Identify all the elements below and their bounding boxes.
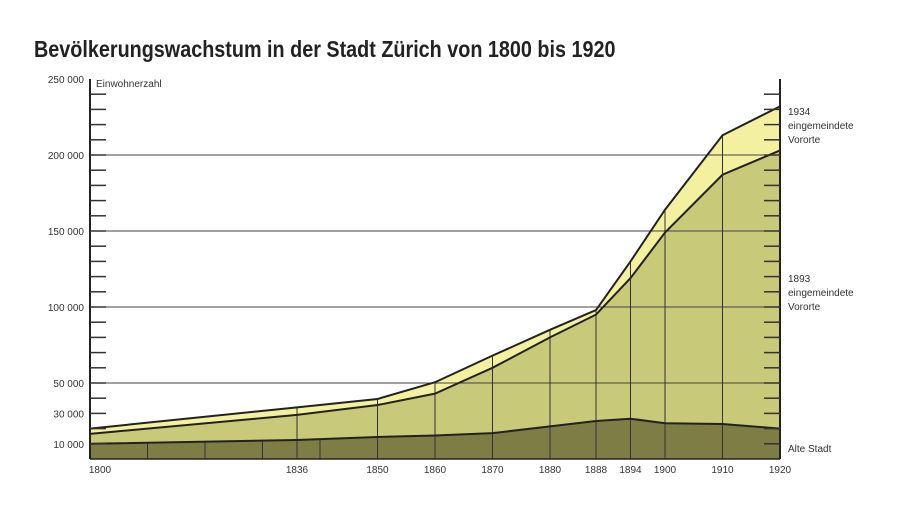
chart-title: Bevölkerungswachstum in der Stadt Zürich… (34, 36, 616, 62)
y-tick-label: 30 000 (53, 409, 84, 420)
x-tick-label: 1900 (654, 465, 677, 476)
y-tick-label: 10 000 (53, 440, 84, 451)
series-label: Alte Stadt (788, 444, 832, 455)
series-label: 1934 (788, 107, 811, 118)
x-tick-label: 1888 (585, 465, 608, 476)
series-label: Vororte (788, 135, 821, 146)
x-tick-label: 1800 (89, 465, 112, 476)
y-tick-label: 150 000 (48, 227, 85, 238)
x-tick-label: 1880 (539, 465, 562, 476)
series-line (89, 105, 781, 430)
x-tick-label: 1860 (424, 465, 447, 476)
x-tick-label: 1850 (366, 465, 389, 476)
series-line (89, 149, 781, 435)
x-tick-label: 1910 (711, 465, 734, 476)
y-tick-label: 100 000 (48, 303, 85, 314)
x-tick-label: 1870 (481, 465, 504, 476)
x-tick-label: 1836 (286, 465, 309, 476)
y-tick-label: 250 000 (48, 75, 85, 86)
y-tick-label: 200 000 (48, 151, 85, 162)
y-axis-label: Einwohnerzahl (96, 79, 162, 90)
series-line (89, 417, 781, 445)
series-label: Vororte (788, 302, 821, 313)
x-tick-label: 1894 (619, 465, 642, 476)
series-label: eingemeindete (788, 288, 854, 299)
y-tick-label: 50 000 (53, 379, 84, 390)
x-tick-label: 1920 (769, 465, 792, 476)
series-label: 1893 (788, 274, 811, 285)
series-label: eingemeindete (788, 121, 854, 132)
area-1893-eingemeindete-vororte (90, 150, 780, 459)
